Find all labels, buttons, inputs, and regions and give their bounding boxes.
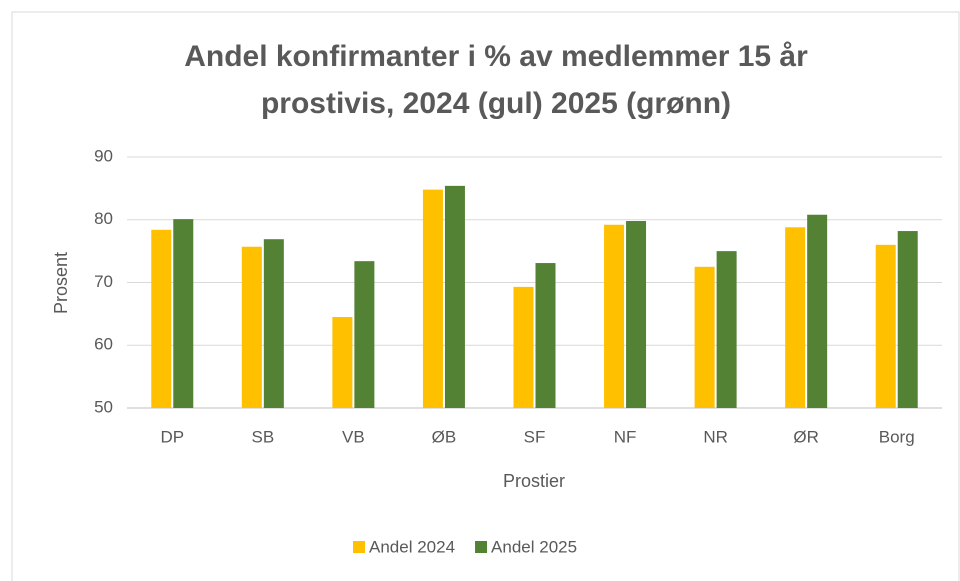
bar bbox=[785, 227, 806, 408]
bar bbox=[444, 185, 465, 408]
x-tick-label: Borg bbox=[879, 427, 915, 446]
bar bbox=[535, 263, 556, 408]
x-tick-label: VB bbox=[342, 427, 365, 446]
bar bbox=[716, 251, 737, 408]
bar bbox=[241, 246, 262, 408]
x-tick-label: ØR bbox=[793, 427, 819, 446]
bar bbox=[151, 229, 172, 408]
x-tick-label: SF bbox=[524, 427, 546, 446]
legend-swatch bbox=[353, 541, 365, 553]
bar bbox=[422, 189, 443, 408]
y-tick-label: 60 bbox=[94, 335, 113, 354]
chart-title: Andel konfirmanter i % av medlemmer 15 å… bbox=[184, 40, 808, 73]
y-tick-label: 90 bbox=[94, 146, 113, 165]
legend-swatch bbox=[475, 541, 488, 553]
bar bbox=[807, 214, 828, 408]
bar bbox=[354, 261, 375, 408]
chart-title: prostivis, 2024 (gul) 2025 (grønn) bbox=[261, 87, 731, 120]
y-tick-label: 50 bbox=[94, 397, 113, 416]
x-tick-label: SB bbox=[251, 427, 274, 446]
y-tick-label: 80 bbox=[94, 209, 113, 228]
bar bbox=[694, 266, 715, 408]
x-tick-label: DP bbox=[160, 427, 184, 446]
x-tick-label: ØB bbox=[432, 427, 457, 446]
bar bbox=[626, 221, 647, 408]
bar bbox=[173, 219, 194, 408]
bar bbox=[263, 239, 284, 408]
x-tick-label: NR bbox=[703, 427, 728, 446]
bar bbox=[332, 317, 353, 408]
bar bbox=[513, 286, 534, 408]
bar bbox=[897, 231, 918, 408]
x-axis-label: Prostier bbox=[503, 471, 565, 491]
x-tick-label: NF bbox=[614, 427, 637, 446]
bar bbox=[604, 224, 625, 408]
y-axis-label: Prosent bbox=[51, 252, 71, 314]
legend-label: Andel 2024 bbox=[369, 537, 455, 556]
y-tick-label: 70 bbox=[94, 272, 113, 291]
legend-label: Andel 2025 bbox=[491, 537, 577, 556]
bar bbox=[875, 244, 896, 408]
